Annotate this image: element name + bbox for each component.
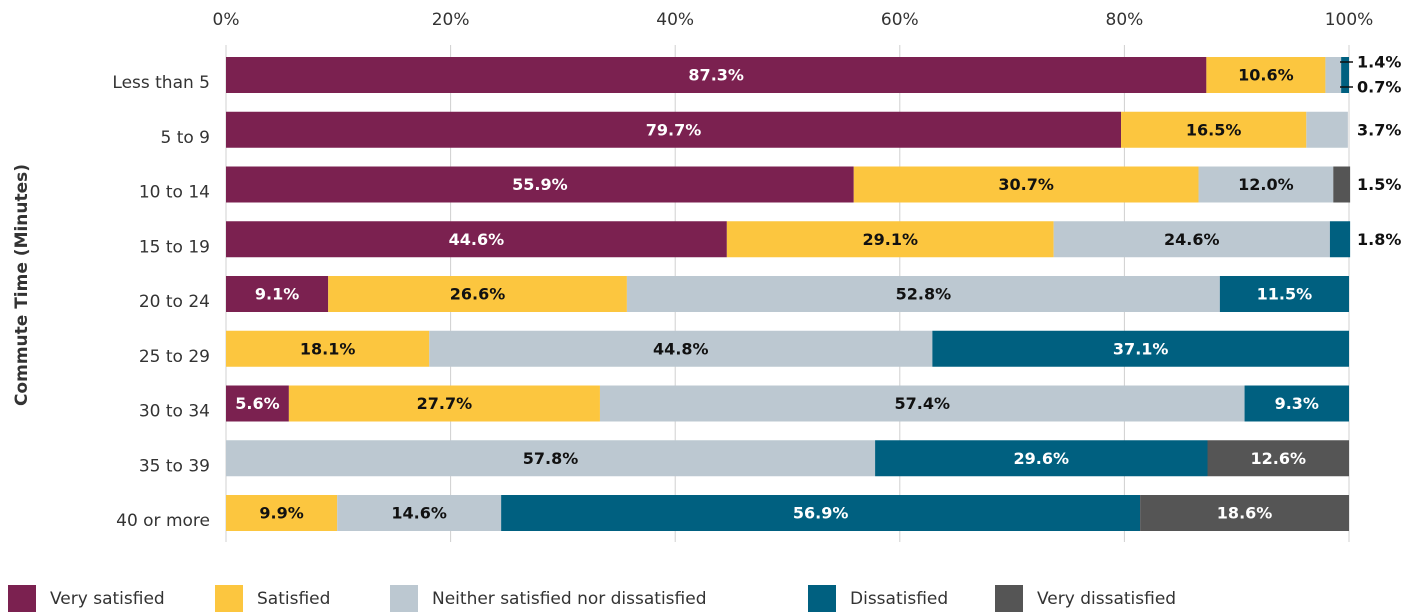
x-tick-label: 60%	[881, 10, 919, 30]
bar-segment	[932, 330, 1349, 367]
legend-label: Dissatisfied	[850, 589, 948, 609]
y-tick-label: 40 or more	[116, 511, 210, 531]
value-label: 16.5%	[1186, 120, 1242, 139]
bar-segment	[1140, 495, 1349, 531]
x-tick-label: 80%	[1106, 10, 1144, 30]
value-label: 9.1%	[255, 285, 299, 304]
bar-segment	[337, 495, 502, 531]
value-label: 0.7%	[1357, 78, 1401, 97]
value-label: 44.6%	[449, 230, 505, 249]
y-tick-label: 25 to 29	[139, 347, 210, 367]
bar-segment	[429, 330, 933, 367]
y-tick-label: 5 to 9	[160, 128, 210, 148]
value-label: 79.7%	[646, 120, 702, 139]
value-label: 11.5%	[1257, 285, 1313, 304]
legend-swatch	[215, 585, 243, 612]
legend-label: Satisfied	[257, 589, 330, 609]
legend-label: Very satisfied	[50, 589, 165, 609]
bar-segment	[1306, 111, 1348, 148]
bar-segment	[1206, 57, 1326, 93]
value-label: 18.6%	[1217, 504, 1273, 523]
bar-segment	[226, 495, 338, 531]
bar-segment	[501, 495, 1141, 531]
value-label: 9.9%	[259, 504, 303, 523]
bar-segment	[226, 221, 727, 258]
value-label: 1.5%	[1357, 175, 1401, 194]
value-label: 18.1%	[300, 339, 356, 358]
bar-segment	[626, 276, 1220, 312]
bar-segment	[1053, 221, 1330, 258]
bar-segment	[599, 385, 1245, 422]
value-label: 26.6%	[450, 285, 506, 304]
legend-swatch	[808, 585, 836, 612]
x-tick-label: 100%	[1325, 10, 1374, 30]
bar-segment	[1329, 221, 1351, 258]
x-tick-label: 20%	[432, 10, 470, 30]
bar-segment	[1219, 276, 1349, 312]
bar-segment	[1325, 57, 1342, 93]
bar-segment	[1198, 166, 1334, 203]
value-label: 55.9%	[512, 175, 568, 194]
value-label: 27.7%	[417, 394, 473, 413]
value-label: 10.6%	[1238, 66, 1294, 85]
value-label: 57.8%	[523, 449, 579, 468]
bar-segment	[1244, 385, 1349, 422]
value-label: 12.0%	[1238, 175, 1294, 194]
value-label: 52.8%	[896, 285, 952, 304]
bar-segment	[1121, 111, 1307, 148]
bar-segment	[288, 385, 600, 422]
bar-segment	[226, 276, 329, 312]
bar-segment	[875, 440, 1208, 477]
value-label: 1.4%	[1357, 53, 1401, 72]
bar-segment	[226, 440, 876, 477]
y-tick-label: 20 to 24	[139, 292, 210, 312]
x-tick-label: 0%	[213, 10, 240, 30]
value-label: 56.9%	[793, 504, 849, 523]
bar-segment	[226, 57, 1207, 93]
value-label: 57.4%	[895, 394, 951, 413]
bar-segment	[1333, 166, 1351, 203]
value-label: 24.6%	[1164, 230, 1220, 249]
y-tick-label: 30 to 34	[139, 402, 210, 422]
y-tick-label: 15 to 19	[139, 237, 210, 257]
value-label: 3.7%	[1357, 120, 1401, 139]
legend-swatch	[8, 585, 36, 612]
y-tick-label: 10 to 14	[139, 183, 210, 203]
bar-segment	[226, 385, 289, 422]
y-tick-label: 35 to 39	[139, 456, 210, 476]
legend-swatch	[390, 585, 418, 612]
value-label: 29.6%	[1014, 449, 1070, 468]
value-label: 29.1%	[862, 230, 918, 249]
legend-swatch	[995, 585, 1023, 612]
value-label: 9.3%	[1275, 394, 1319, 413]
x-tick-label: 40%	[656, 10, 694, 30]
bar-segment	[226, 166, 854, 203]
legend-label: Neither satisfied nor dissatisfied	[432, 589, 707, 609]
y-tick-label: Less than 5	[112, 73, 210, 93]
value-label: 1.8%	[1357, 230, 1401, 249]
legend-label: Very dissatisfied	[1037, 589, 1176, 609]
value-label: 30.7%	[998, 175, 1054, 194]
bar-segment	[1207, 440, 1349, 477]
bar-segment	[226, 111, 1122, 148]
y-axis-label: Commute Time (Minutes)	[12, 164, 32, 406]
value-label: 12.6%	[1250, 449, 1306, 468]
value-label: 44.8%	[653, 339, 709, 358]
value-label: 14.6%	[391, 504, 447, 523]
value-label: 87.3%	[688, 66, 744, 85]
bar-segment	[1341, 57, 1349, 93]
value-label: 5.6%	[235, 394, 279, 413]
bar-segment	[226, 330, 430, 367]
bar-segment	[726, 221, 1054, 258]
bar-segment	[328, 276, 627, 312]
value-label: 37.1%	[1113, 339, 1169, 358]
bar-segment	[853, 166, 1199, 203]
